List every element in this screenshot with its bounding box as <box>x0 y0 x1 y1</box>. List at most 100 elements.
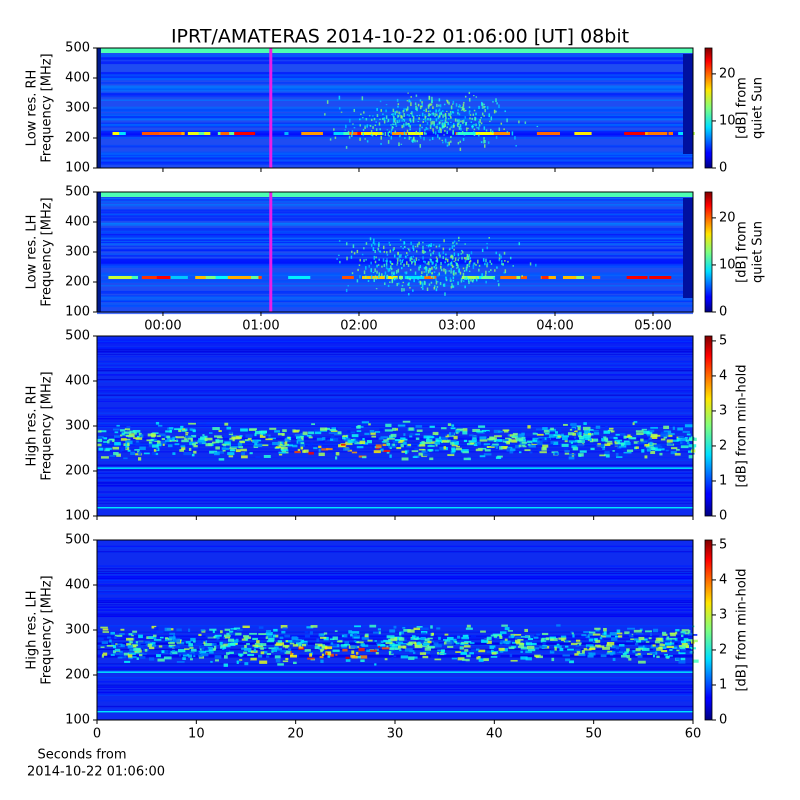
spectrogram-texture <box>561 443 569 447</box>
spectrogram-texture <box>378 274 380 279</box>
colorbar <box>704 539 713 721</box>
spectrogram-texture <box>408 99 410 103</box>
spectrogram-texture <box>511 131 514 136</box>
spectrogram-texture <box>386 275 388 279</box>
spectrogram-texture <box>667 443 674 446</box>
spectrogram-texture <box>627 627 635 630</box>
spectrogram-texture <box>177 649 186 653</box>
spectrogram-texture <box>410 112 412 115</box>
spectrogram-texture <box>284 438 290 441</box>
spectrogram-texture <box>574 436 577 439</box>
spectrogram-texture <box>427 118 429 121</box>
spectrogram-texture <box>400 143 403 145</box>
spectrogram-texture <box>455 103 458 107</box>
spectrogram-texture <box>488 270 490 273</box>
spectrogram-texture <box>536 430 542 433</box>
spectrogram-texture <box>425 269 427 273</box>
spectrogram-texture <box>272 634 276 638</box>
y-tick-label: 200 <box>65 275 90 290</box>
spectrogram-texture <box>254 442 258 446</box>
spectrogram-texture <box>466 253 469 256</box>
spectrogram-texture <box>350 255 353 259</box>
spectrogram-texture <box>359 118 361 121</box>
spectrogram-texture <box>501 446 508 450</box>
spectrogram-texture <box>597 639 605 642</box>
spectrogram-texture <box>666 636 670 640</box>
spectrogram-texture <box>454 443 459 446</box>
spectrogram-texture <box>159 132 182 135</box>
spectrogram-texture <box>430 243 432 247</box>
spectrogram-texture <box>508 635 514 639</box>
spectrogram-texture <box>466 264 468 269</box>
spectrogram-texture <box>570 423 573 426</box>
spectrogram-texture <box>97 430 102 433</box>
spectrogram-texture <box>468 281 470 285</box>
spectrogram-texture <box>380 640 384 644</box>
spectrogram-texture <box>478 121 480 125</box>
spectrogram-texture <box>421 648 425 652</box>
spectrogram-texture <box>156 630 164 633</box>
spectrogram-texture <box>97 572 693 574</box>
spectrogram-texture <box>188 654 193 658</box>
y-tick-label: 100 <box>65 509 90 524</box>
spectrogram-texture <box>655 637 663 641</box>
spectrogram-texture <box>132 429 141 433</box>
spectrogram <box>97 48 695 168</box>
spectrogram-texture <box>444 129 446 132</box>
spectrogram-texture <box>387 269 390 273</box>
spectrogram-texture <box>204 437 213 441</box>
spectrogram-texture <box>294 434 301 437</box>
spectrogram-texture <box>680 640 687 644</box>
spectrogram-texture <box>370 244 373 247</box>
spectrogram-texture <box>423 271 426 273</box>
spectrogram-texture <box>307 657 315 660</box>
spectrogram-texture <box>416 243 419 248</box>
spectrogram-texture <box>450 136 452 139</box>
spectrogram-texture <box>539 451 547 454</box>
spectrogram-texture <box>113 645 117 649</box>
spectrogram-texture <box>102 652 108 656</box>
spectrogram-texture <box>191 446 198 449</box>
spectrogram-texture <box>97 284 693 287</box>
spectrogram-texture <box>427 244 430 248</box>
spectrogram-texture <box>492 633 501 636</box>
spectrogram-texture <box>575 645 580 648</box>
spectrogram-texture <box>421 271 423 275</box>
spectrogram-texture <box>478 425 486 428</box>
spectrogram-texture <box>345 288 348 293</box>
spectrogram-texture <box>375 134 377 136</box>
spectrogram-texture <box>364 275 367 279</box>
spectrogram-texture <box>579 436 584 440</box>
spectrogram-texture <box>344 129 346 131</box>
spectrogram-texture <box>261 643 267 646</box>
spectrogram-texture <box>333 128 335 131</box>
spectrogram-texture <box>353 438 358 442</box>
spectrogram-texture <box>129 430 136 433</box>
spectrogram-texture <box>136 645 144 649</box>
spectrogram-texture <box>223 663 228 667</box>
spectrogram-texture <box>410 96 412 98</box>
spectrogram-texture <box>644 644 651 648</box>
spectrogram-texture <box>448 141 450 146</box>
spectrogram-texture <box>122 435 126 438</box>
spectrogram-texture <box>457 635 461 639</box>
spectrogram-texture <box>97 115 693 119</box>
spectrogram-texture <box>430 124 432 128</box>
spectrogram-texture <box>330 642 334 645</box>
spectrogram-texture <box>346 256 348 261</box>
spectrogram-texture <box>150 631 156 634</box>
spectrogram-texture <box>345 242 348 246</box>
y-tick-label: 400 <box>65 215 90 230</box>
spectrogram-texture <box>397 257 399 262</box>
spectrogram-texture <box>386 121 389 123</box>
spectrogram-texture <box>486 431 490 435</box>
spectrogram-texture <box>337 431 342 435</box>
spectrogram-texture <box>373 450 381 454</box>
spectrogram-texture <box>429 269 431 274</box>
spectrogram-texture <box>423 280 426 285</box>
spectrogram-texture <box>441 139 444 141</box>
spectrogram-texture <box>588 433 592 437</box>
spectrogram-texture <box>359 124 362 127</box>
spectrogram-texture <box>450 140 452 143</box>
spectrogram-texture <box>221 443 230 446</box>
